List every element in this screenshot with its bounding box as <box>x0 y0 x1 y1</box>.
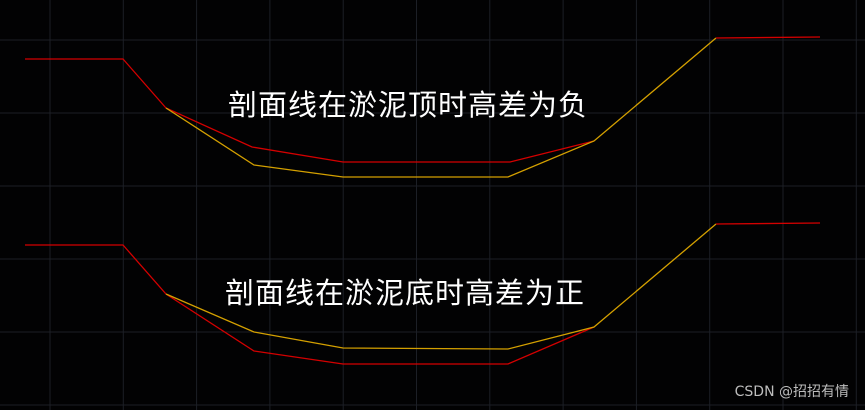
top-silt-line <box>165 37 717 178</box>
top-annotation: 剖面线在淤泥顶时高差为负 <box>228 88 589 122</box>
bottom-profile <box>25 222 821 365</box>
top-section-line <box>25 58 595 163</box>
bottom-section-line <box>25 244 595 365</box>
watermark: CSDN @招招有情 <box>734 384 849 400</box>
bottom-silt-line <box>165 223 717 350</box>
top-right-bank-line <box>715 36 821 39</box>
bottom-annotation: 剖面线在淤泥底时高差为正 <box>225 276 586 310</box>
bottom-right-bank-line <box>715 222 821 225</box>
top-profile <box>25 36 821 178</box>
